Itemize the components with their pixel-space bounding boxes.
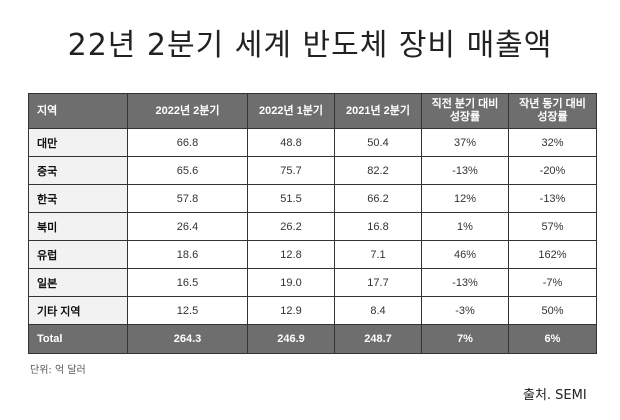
table-row: 한국 57.8 51.5 66.2 12% -13% <box>28 184 597 213</box>
total-label: Total <box>28 324 128 354</box>
region-cell: 대만 <box>28 128 128 157</box>
header-qoq-line2: 성장률 <box>449 111 481 123</box>
value-cell: 26.2 <box>247 212 335 241</box>
value-cell: 19.0 <box>247 268 335 297</box>
table-row: 대만 66.8 48.8 50.4 37% 32% <box>28 128 597 157</box>
growth-cell: 50% <box>508 296 597 325</box>
total-value: 248.7 <box>334 324 422 354</box>
value-cell: 50.4 <box>334 128 422 157</box>
growth-cell: 37% <box>421 128 509 157</box>
growth-cell: 162% <box>508 240 597 269</box>
growth-cell: 1% <box>421 212 509 241</box>
total-growth: 7% <box>421 324 509 354</box>
value-cell: 17.7 <box>334 268 422 297</box>
header-yoy-line2: 성장률 <box>537 111 568 123</box>
value-cell: 12.8 <box>247 240 335 269</box>
growth-cell: -7% <box>508 268 597 297</box>
total-value: 264.3 <box>127 324 248 354</box>
header-2022-q1: 2022년 1분기 <box>247 93 335 129</box>
table-row: 일본 16.5 19.0 17.7 -13% -7% <box>28 268 597 297</box>
page-title: 22년 2분기 세계 반도체 장비 매출액 <box>67 28 553 63</box>
header-2021-q2: 2021년 2분기 <box>334 93 422 129</box>
total-growth: 6% <box>508 324 597 354</box>
value-cell: 75.7 <box>247 156 335 185</box>
value-cell: 66.2 <box>334 184 422 213</box>
region-cell: 유럽 <box>28 240 128 269</box>
value-cell: 66.8 <box>127 128 248 157</box>
growth-cell: 12% <box>421 184 509 213</box>
table-row: 기타 지역 12.5 12.9 8.4 -3% 50% <box>28 296 597 325</box>
value-cell: 57.8 <box>127 184 248 213</box>
growth-cell: -13% <box>421 268 509 297</box>
growth-cell: 57% <box>508 212 597 241</box>
source-credit: 출처. SEMI <box>523 388 587 403</box>
value-cell: 8.4 <box>334 296 422 325</box>
region-cell: 일본 <box>28 268 128 297</box>
sales-table: 지역 2022년 2분기 2022년 1분기 2021년 2분기 직전 분기 대… <box>28 93 597 354</box>
growth-cell: 32% <box>508 128 597 157</box>
table-row: 중국 65.6 75.7 82.2 -13% -20% <box>28 156 597 185</box>
region-cell: 중국 <box>28 156 128 185</box>
header-qoq-growth: 직전 분기 대비 성장률 <box>421 93 509 129</box>
value-cell: 48.8 <box>247 128 335 157</box>
value-cell: 12.9 <box>247 296 335 325</box>
growth-cell: 46% <box>421 240 509 269</box>
header-yoy-growth: 작년 동기 대비 성장률 <box>508 93 597 129</box>
value-cell: 16.8 <box>334 212 422 241</box>
value-cell: 18.6 <box>127 240 248 269</box>
header-yoy-line1: 작년 동기 대비 <box>519 98 586 110</box>
region-cell: 한국 <box>28 184 128 213</box>
growth-cell: -20% <box>508 156 597 185</box>
header-region: 지역 <box>28 93 128 129</box>
total-row: Total 264.3 246.9 248.7 7% 6% <box>28 324 597 354</box>
value-cell: 16.5 <box>127 268 248 297</box>
growth-cell: -13% <box>421 156 509 185</box>
unit-note: 단위: 억 달러 <box>30 365 86 376</box>
region-cell: 북미 <box>28 212 128 241</box>
value-cell: 82.2 <box>334 156 422 185</box>
value-cell: 65.6 <box>127 156 248 185</box>
growth-cell: -13% <box>508 184 597 213</box>
value-cell: 26.4 <box>127 212 248 241</box>
value-cell: 7.1 <box>334 240 422 269</box>
region-cell: 기타 지역 <box>28 296 128 325</box>
growth-cell: -3% <box>421 296 509 325</box>
total-value: 246.9 <box>247 324 335 354</box>
value-cell: 51.5 <box>247 184 335 213</box>
table-row: 유럽 18.6 12.8 7.1 46% 162% <box>28 240 597 269</box>
table-header-row: 지역 2022년 2분기 2022년 1분기 2021년 2분기 직전 분기 대… <box>28 93 597 129</box>
header-2022-q2: 2022년 2분기 <box>127 93 248 129</box>
table-row: 북미 26.4 26.2 16.8 1% 57% <box>28 212 597 241</box>
header-qoq-line1: 직전 분기 대비 <box>431 98 499 110</box>
value-cell: 12.5 <box>127 296 248 325</box>
